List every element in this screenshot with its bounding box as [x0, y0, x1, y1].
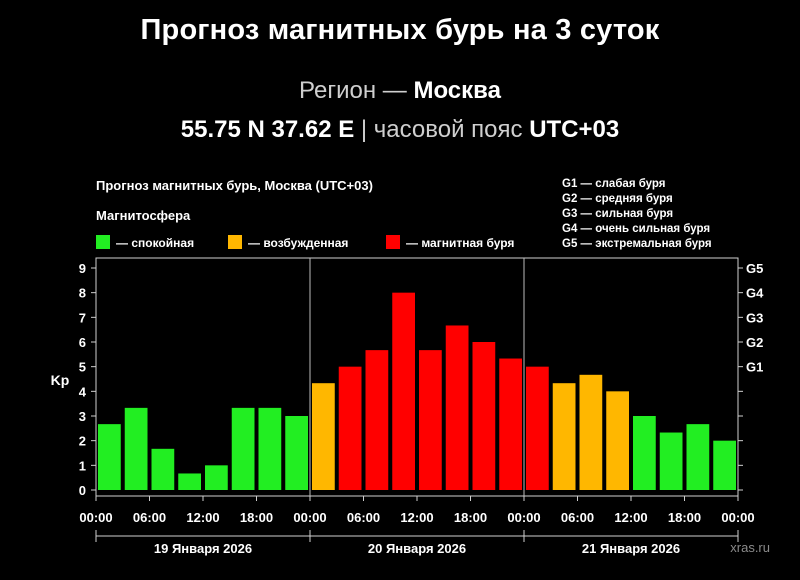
kp-bar — [285, 416, 308, 490]
kp-bar — [472, 342, 496, 490]
kp-bar — [312, 383, 335, 490]
kp-bar — [499, 358, 522, 490]
g-legend-item-3: G4 — очень сильная буря — [562, 223, 710, 235]
y-axis-label: Kp — [51, 372, 70, 388]
kp-bar — [526, 366, 549, 490]
kp-bar — [686, 424, 710, 490]
x-tick-label: 12:00 — [186, 510, 219, 525]
timezone-label: часовой пояс — [373, 116, 523, 143]
g-legend-item-1: G2 — средняя буря — [562, 193, 673, 205]
coords-line: 55.75 N 37.62 E | часовой пояс UTC+03 — [0, 116, 800, 144]
kp-bar — [98, 424, 121, 490]
x-tick-label: 12:00 — [614, 510, 647, 525]
y-tick-label: 1 — [79, 458, 86, 473]
x-tick-label: 00:00 — [293, 510, 326, 525]
kp-bar — [579, 374, 603, 490]
kp-bar — [392, 292, 415, 490]
y-tick-label: 3 — [79, 409, 86, 424]
x-tick-label: 12:00 — [400, 510, 433, 525]
x-tick-label: 00:00 — [721, 510, 754, 525]
legend-swatch-0 — [96, 235, 110, 249]
legend-label-2: — магнитная буря — [406, 236, 514, 250]
kp-bar — [633, 416, 656, 490]
kp-bar — [659, 432, 683, 490]
kp-bar — [151, 448, 175, 490]
kp-bar — [258, 407, 282, 490]
day-label-0: 19 Января 2026 — [154, 541, 252, 556]
legend-swatch-1 — [228, 235, 242, 249]
day-label-2: 21 Января 2026 — [582, 541, 680, 556]
legend-title: Магнитосфера — [96, 208, 191, 223]
y-tick-label: 9 — [79, 261, 86, 276]
x-tick-label: 06:00 — [133, 510, 166, 525]
kp-bar — [231, 407, 255, 490]
x-tick-label: 00:00 — [507, 510, 540, 525]
g-axis-label: G4 — [746, 286, 764, 301]
region-label: Регион — — [299, 77, 407, 104]
day-label-1: 20 Января 2026 — [368, 541, 466, 556]
y-tick-label: 4 — [79, 384, 87, 399]
g-axis-label: G3 — [746, 310, 763, 325]
y-tick-label: 6 — [79, 335, 86, 350]
legend-label-0: — спокойная — [116, 236, 194, 250]
x-tick-label: 00:00 — [79, 510, 112, 525]
g-axis-label: G5 — [746, 261, 763, 276]
g-axis-label: G2 — [746, 335, 763, 350]
y-tick-label: 7 — [79, 310, 86, 325]
x-tick-label: 18:00 — [240, 510, 273, 525]
region-name: Москва — [413, 77, 501, 104]
page-title: Прогноз магнитных бурь на 3 суток — [140, 14, 660, 46]
legend-swatch-2 — [386, 235, 400, 249]
kp-bar — [365, 350, 389, 490]
kp-bar — [124, 407, 148, 490]
x-tick-label: 06:00 — [347, 510, 380, 525]
g-legend-item-0: G1 — слабая буря — [562, 178, 666, 190]
y-tick-label: 5 — [79, 360, 86, 375]
x-tick-label: 18:00 — [454, 510, 487, 525]
kp-bar — [205, 465, 228, 490]
timezone-value: UTC+03 — [529, 116, 620, 143]
brand-watermark: xras.ru — [730, 540, 770, 555]
chart-title: Прогноз магнитных бурь, Москва (UTC+03) — [96, 178, 373, 193]
g-legend-item-4: G5 — экстремальная буря — [562, 238, 712, 250]
kp-bar — [713, 440, 736, 490]
y-tick-label: 8 — [79, 286, 86, 301]
x-tick-label: 18:00 — [668, 510, 701, 525]
separator: | — [360, 116, 368, 143]
y-tick-label: 2 — [79, 434, 86, 449]
g-axis-label: G1 — [746, 360, 763, 375]
kp-bar — [445, 325, 469, 490]
kp-bar — [606, 391, 629, 490]
x-tick-label: 06:00 — [561, 510, 594, 525]
coordinates: 55.75 N 37.62 E — [180, 116, 355, 143]
kp-bar — [419, 350, 442, 490]
kp-bar — [338, 366, 362, 490]
y-tick-label: 0 — [79, 483, 86, 498]
region-line: Регион — Москва — [0, 77, 800, 105]
g-legend-item-2: G3 — сильная буря — [562, 208, 673, 220]
kp-bar — [552, 383, 576, 490]
kp-bar — [178, 473, 201, 490]
legend-label-1: — возбужденная — [248, 236, 348, 250]
